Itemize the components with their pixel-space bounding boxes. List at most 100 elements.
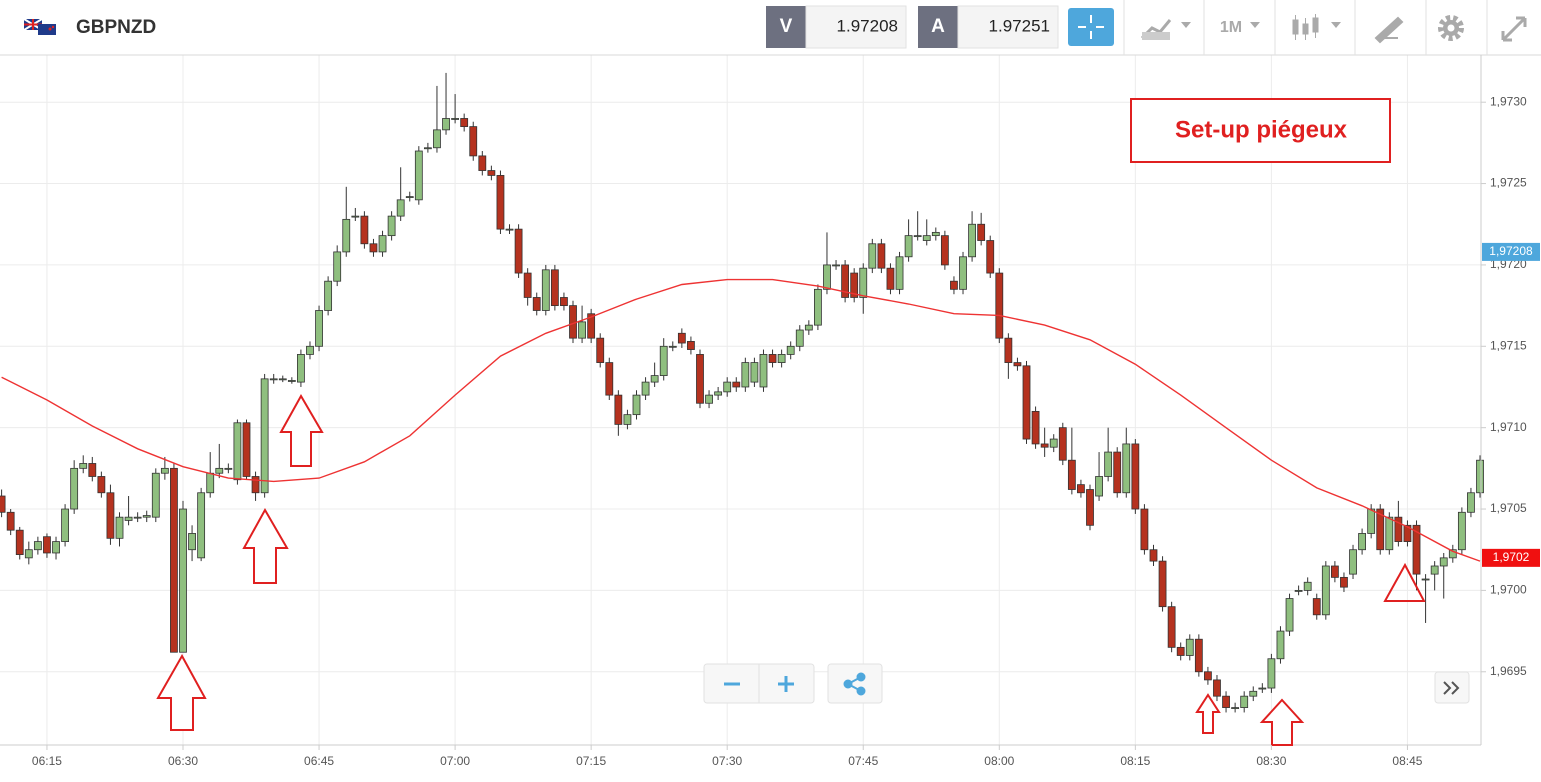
candle-body	[151, 472, 160, 518]
candle-body	[1294, 590, 1303, 592]
candle-style-button[interactable]	[1292, 14, 1341, 40]
candle-body	[1086, 489, 1094, 526]
candle-body	[287, 380, 296, 382]
candle-body	[723, 381, 732, 393]
ask-box[interactable]	[957, 5, 1059, 49]
candle-body	[1095, 476, 1103, 497]
candle-body	[496, 175, 505, 230]
candle-body	[451, 118, 460, 120]
up-arrow	[242, 507, 289, 584]
candle-body	[360, 215, 369, 245]
scroll-end-button[interactable]	[1434, 671, 1470, 704]
candle-body	[315, 310, 323, 347]
candle-body	[1340, 576, 1348, 588]
candle-body	[1058, 427, 1067, 461]
x-tick-label: 08:00	[984, 754, 1014, 768]
candle-body	[1358, 533, 1366, 551]
price-tag	[1482, 242, 1540, 261]
candle-body	[1249, 690, 1258, 697]
candle-body	[1185, 638, 1194, 656]
candle-body	[750, 362, 759, 383]
up-arrow	[1259, 698, 1305, 746]
chart-type-button[interactable]	[1140, 19, 1191, 40]
x-tick-label: 06:30	[168, 754, 198, 768]
candle-body	[541, 269, 550, 311]
candle-body	[115, 516, 124, 539]
arrows	[156, 393, 1426, 746]
candle-body	[950, 280, 958, 290]
draw-tool-button[interactable]	[1374, 16, 1404, 44]
candle-body	[823, 264, 831, 290]
up-arrow	[279, 393, 324, 467]
candle-body	[342, 218, 351, 253]
candle-body	[913, 235, 922, 238]
grid	[0, 55, 1481, 745]
candle-body	[469, 126, 478, 157]
candle-body	[1140, 508, 1149, 551]
fullscreen-button[interactable]	[1501, 16, 1527, 42]
candle-body	[43, 536, 51, 554]
candle-body	[215, 467, 224, 474]
share-button[interactable]	[827, 663, 883, 704]
candle-body	[922, 235, 931, 241]
candle-body	[487, 170, 496, 176]
candle-body	[741, 362, 750, 388]
share-icon	[843, 672, 866, 696]
candle-body	[1403, 524, 1412, 542]
zoom-in-button[interactable]	[778, 676, 794, 692]
candle-body	[88, 463, 97, 477]
candle-body	[1467, 492, 1475, 513]
candle-body	[1430, 565, 1439, 575]
x-tick-label: 07:45	[848, 754, 878, 768]
candle-body	[297, 354, 305, 383]
x-tick-label: 08:15	[1120, 754, 1150, 768]
candle-body	[269, 378, 278, 381]
candle-body	[977, 223, 986, 241]
candle-body	[324, 280, 333, 311]
candle-body	[260, 378, 269, 494]
candle-body	[904, 235, 913, 258]
candle-body	[133, 516, 142, 519]
candle-body	[396, 199, 405, 217]
candle-body	[1231, 707, 1240, 709]
settings-button[interactable]	[1438, 15, 1464, 41]
candle-body	[550, 269, 559, 307]
x-tick-label: 07:00	[440, 754, 470, 768]
candle-body	[1131, 443, 1140, 510]
candle-body	[677, 332, 686, 344]
candle-body	[632, 394, 641, 416]
candle-body	[759, 354, 768, 388]
candle-body	[369, 243, 378, 253]
candle-body	[1321, 565, 1330, 616]
candle-body	[995, 272, 1004, 339]
candle-body	[1385, 516, 1394, 551]
candle-body	[532, 297, 541, 311]
candle-body	[1412, 524, 1421, 575]
candle-body	[188, 533, 196, 551]
candle-body	[1394, 516, 1403, 542]
candle-body	[986, 240, 995, 274]
candle-body	[814, 288, 822, 326]
candle-body	[804, 324, 813, 331]
candle-body	[959, 256, 967, 290]
bid-box[interactable]	[805, 5, 907, 49]
candle-body	[569, 305, 577, 339]
candle-body	[233, 422, 242, 481]
candle-body	[160, 467, 169, 474]
ask-label: A	[931, 16, 945, 37]
candle-body	[968, 223, 976, 258]
price-tag	[1482, 548, 1540, 567]
candle-body	[895, 256, 904, 290]
candle-body	[714, 391, 723, 396]
crosshair-button[interactable]	[1068, 8, 1114, 46]
candle-body	[1194, 638, 1203, 673]
candle-body	[587, 313, 596, 339]
candle-body	[1439, 557, 1448, 567]
candle-body	[142, 515, 151, 518]
candle-body	[1204, 671, 1212, 681]
timeframe[interactable]: 1M	[1220, 19, 1242, 36]
flag-icon	[23, 18, 56, 35]
candle-body	[333, 251, 342, 282]
crosshair-icon	[1078, 15, 1104, 39]
